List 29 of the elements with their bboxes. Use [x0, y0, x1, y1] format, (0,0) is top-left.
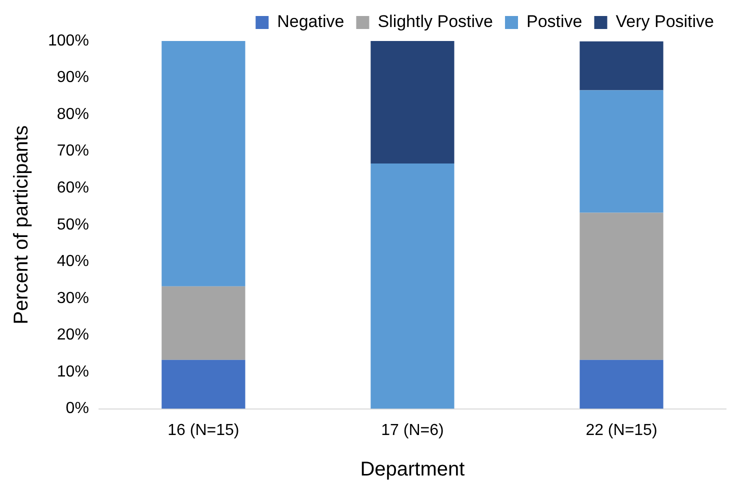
x-tick-label: 17 (N=6) [381, 422, 444, 439]
y-tick-label: 30% [56, 290, 89, 307]
x-axis-title: Department [360, 458, 466, 481]
legend-label: Postive [526, 12, 582, 32]
legend-label: Very Positive [616, 12, 714, 32]
x-tick-label: 22 (N=15) [586, 422, 658, 439]
y-tick-label: 100% [48, 32, 89, 50]
bar [370, 163, 454, 409]
bar [580, 360, 664, 409]
bar [162, 360, 246, 409]
legend-label: Negative [277, 12, 344, 32]
y-tick-label: 80% [56, 106, 89, 123]
y-tick-label: 40% [56, 253, 89, 270]
x-tick-label: 16 (N=15) [168, 422, 240, 439]
y-tick-label: 10% [56, 363, 89, 380]
y-axis-title: Percent of participants [10, 125, 33, 324]
y-tick-label: 0% [66, 400, 89, 418]
y-tick-label: 70% [56, 142, 89, 160]
bar [162, 41, 246, 286]
bar [580, 212, 664, 360]
y-tick-label: 60% [56, 180, 89, 197]
legend-label: Slightly Postive [378, 12, 493, 32]
y-tick-label: 20% [56, 326, 89, 344]
bar [580, 41, 664, 90]
bar [370, 41, 454, 164]
y-tick-label: 50% [56, 216, 89, 234]
y-tick-label: 90% [56, 69, 89, 86]
bar [580, 90, 664, 213]
bar [162, 286, 246, 360]
